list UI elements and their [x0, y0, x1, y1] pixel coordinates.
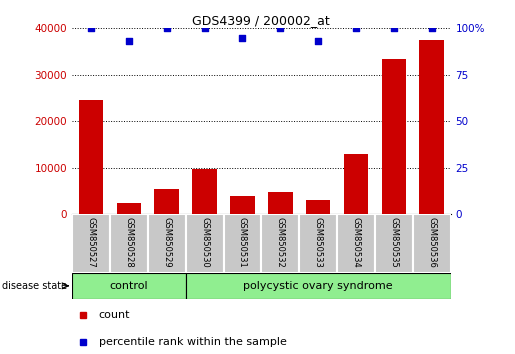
Bar	[154, 189, 179, 214]
Point	[427, 25, 436, 31]
Text: GSM850528: GSM850528	[125, 217, 133, 268]
Text: count: count	[98, 310, 130, 320]
Bar	[261, 214, 299, 273]
Text: GSM850533: GSM850533	[314, 217, 322, 268]
Point	[163, 25, 171, 31]
Point	[276, 25, 284, 31]
Text: percentile rank within the sample: percentile rank within the sample	[98, 337, 286, 347]
Bar	[185, 214, 224, 273]
Bar	[382, 58, 406, 214]
Bar	[299, 214, 337, 273]
Point	[238, 35, 247, 40]
Bar	[79, 100, 104, 214]
Bar	[268, 192, 293, 214]
Point	[314, 39, 322, 44]
Bar	[72, 214, 110, 273]
Bar	[72, 273, 186, 299]
Point	[125, 39, 133, 44]
Text: GSM850534: GSM850534	[352, 217, 360, 268]
Bar	[306, 200, 331, 214]
Text: disease state: disease state	[2, 281, 67, 291]
Text: GSM850532: GSM850532	[276, 217, 285, 268]
Bar	[224, 214, 261, 273]
Bar	[185, 273, 451, 299]
Text: polycystic ovary syndrome: polycystic ovary syndrome	[243, 281, 393, 291]
Bar	[419, 40, 444, 214]
Bar	[148, 214, 185, 273]
Text: GSM850527: GSM850527	[87, 217, 95, 268]
Point	[390, 25, 398, 31]
Text: GSM850530: GSM850530	[200, 217, 209, 268]
Point	[200, 25, 209, 31]
Bar	[110, 214, 148, 273]
Point	[352, 25, 360, 31]
Bar	[192, 169, 217, 214]
Text: GSM850536: GSM850536	[427, 217, 436, 268]
Bar	[375, 214, 413, 273]
Text: GSM850531: GSM850531	[238, 217, 247, 268]
Text: GSM850529: GSM850529	[162, 217, 171, 268]
Title: GDS4399 / 200002_at: GDS4399 / 200002_at	[193, 14, 330, 27]
Bar	[413, 214, 451, 273]
Bar	[116, 202, 141, 214]
Bar	[230, 195, 255, 214]
Bar	[337, 214, 375, 273]
Text: control: control	[110, 281, 148, 291]
Bar	[344, 154, 368, 214]
Text: GSM850535: GSM850535	[389, 217, 398, 268]
Point	[87, 25, 95, 31]
